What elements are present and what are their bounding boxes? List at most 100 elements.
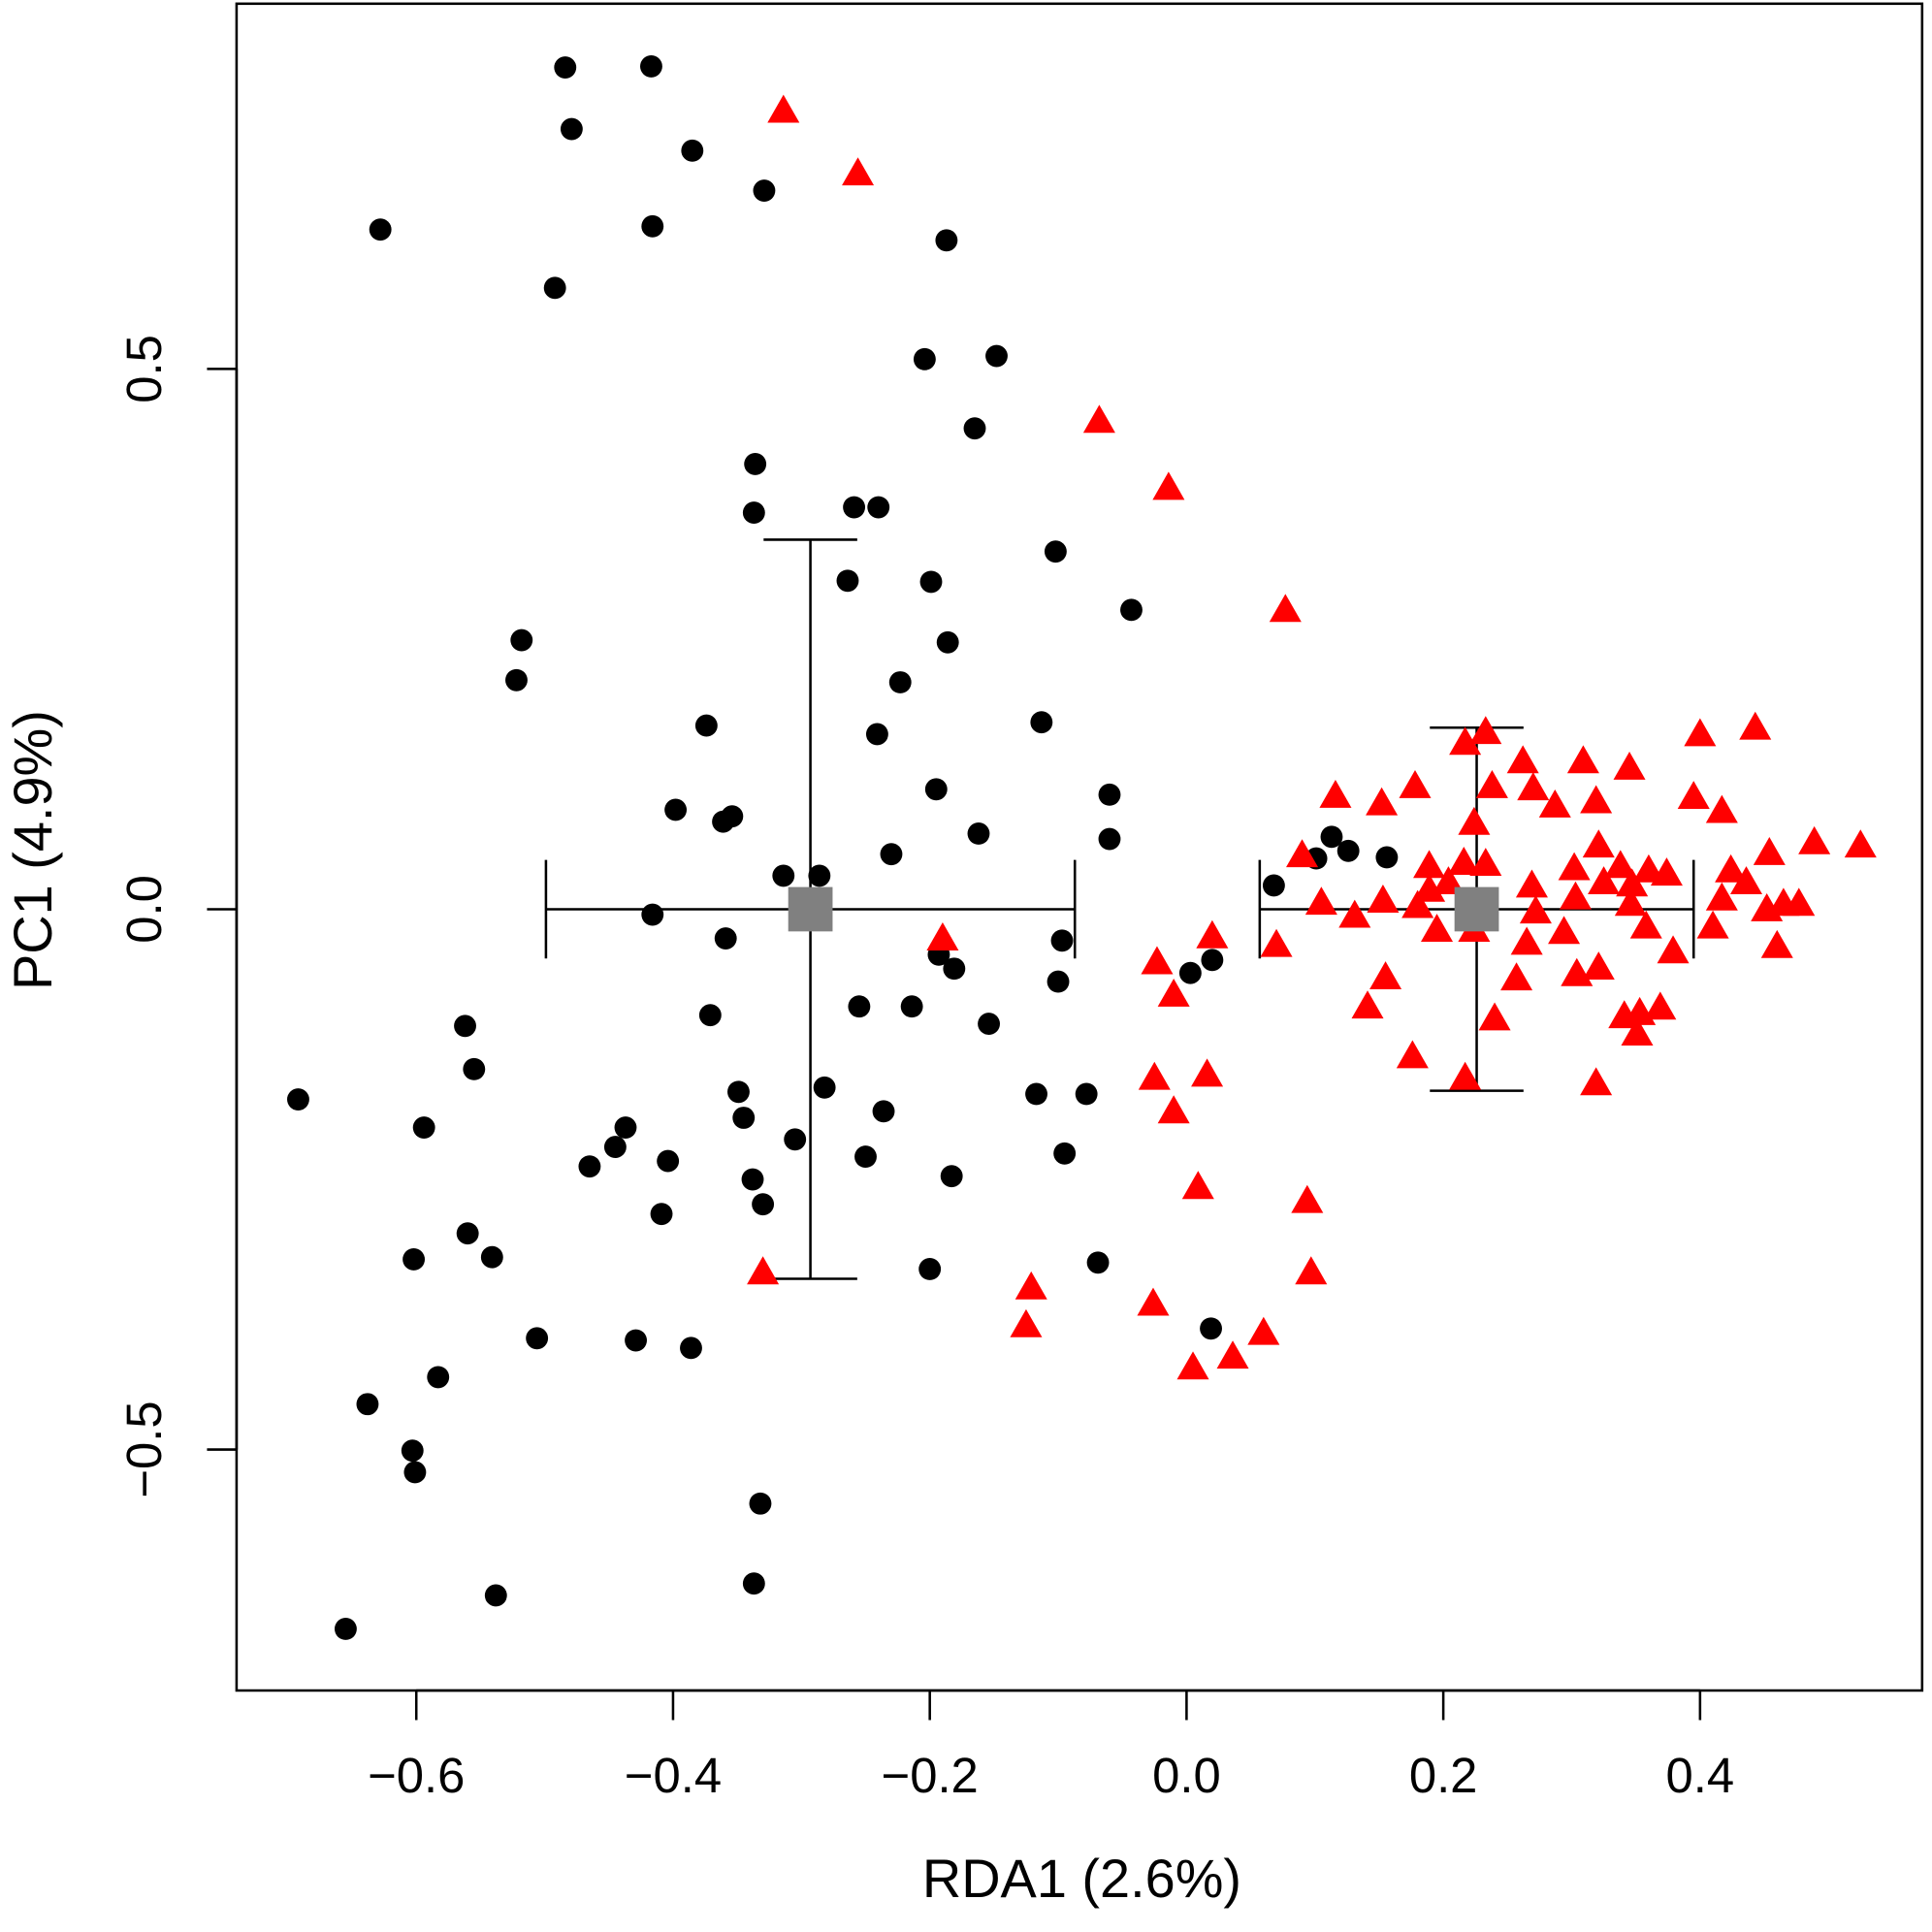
point: [943, 957, 966, 981]
point: [1269, 594, 1302, 623]
point: [741, 1168, 764, 1191]
point: [1753, 837, 1786, 865]
point: [714, 927, 737, 950]
point: [1458, 806, 1491, 835]
point: [1696, 910, 1729, 939]
point: [843, 496, 866, 519]
point: [732, 1107, 756, 1129]
point: [1157, 1095, 1190, 1124]
point: [505, 668, 528, 692]
point: [1548, 916, 1581, 945]
point: [1304, 886, 1337, 916]
point: [1157, 978, 1190, 1007]
point: [543, 276, 566, 300]
point: [1739, 711, 1772, 740]
point: [1715, 853, 1748, 883]
point: [1141, 946, 1174, 975]
point: [888, 671, 912, 693]
point: [1196, 919, 1229, 949]
point: [1291, 1184, 1324, 1213]
point: [681, 139, 704, 162]
point: [578, 1155, 601, 1178]
point: [456, 1222, 479, 1245]
point: [772, 864, 795, 887]
point: [334, 1618, 357, 1640]
point: [1783, 887, 1816, 917]
point: [1677, 781, 1710, 809]
point: [1614, 887, 1647, 917]
point: [526, 1327, 549, 1350]
point: [1319, 779, 1352, 808]
point: [1399, 769, 1432, 798]
point: [842, 157, 875, 186]
point: [1420, 914, 1454, 943]
x-tick-label: −0.2: [882, 1748, 979, 1803]
point: [1295, 1256, 1328, 1285]
point: [560, 117, 583, 141]
point: [1510, 926, 1543, 955]
point: [1559, 881, 1592, 910]
point: [657, 1149, 680, 1173]
point: [664, 798, 688, 821]
point: [1684, 718, 1717, 747]
point: [287, 1088, 309, 1111]
point: [1588, 866, 1621, 895]
point: [1178, 961, 1202, 984]
point: [1580, 785, 1613, 814]
point: [401, 1439, 424, 1463]
point: [454, 1014, 476, 1038]
point: [412, 1116, 435, 1139]
point: [744, 453, 767, 475]
point: [463, 1057, 486, 1080]
point: [480, 1245, 503, 1269]
point: [1086, 1251, 1110, 1274]
point: [1247, 1316, 1280, 1345]
point: [1120, 598, 1143, 622]
point: [1449, 1061, 1482, 1090]
point: [967, 822, 990, 845]
x-tick-label: 0.0: [1152, 1748, 1221, 1803]
point: [721, 805, 744, 828]
point: [1616, 868, 1649, 897]
point: [924, 778, 948, 801]
point: [1478, 1002, 1511, 1031]
point: [1566, 745, 1599, 774]
x-tick-label: 0.4: [1666, 1748, 1735, 1803]
point: [1413, 850, 1446, 879]
point: [1538, 789, 1571, 818]
point: [1519, 895, 1552, 924]
point: [1138, 1061, 1171, 1090]
point: [742, 1572, 765, 1595]
point: [936, 630, 959, 654]
point: [913, 347, 936, 370]
x-tick-label: −0.4: [625, 1748, 722, 1803]
point: [694, 714, 718, 737]
point: [1475, 769, 1508, 798]
y-tick-label: −0.5: [116, 1401, 172, 1497]
point: [918, 1258, 942, 1280]
point: [1191, 1058, 1224, 1087]
point: [1053, 1142, 1077, 1165]
point: [1098, 827, 1121, 851]
point: [940, 1165, 963, 1188]
point: [1469, 716, 1502, 745]
point: [727, 1080, 750, 1104]
point: [603, 1136, 627, 1159]
point: [1705, 882, 1738, 911]
point: [836, 569, 859, 593]
point: [867, 496, 890, 519]
point: [742, 501, 765, 525]
point: [767, 94, 800, 123]
point: [1286, 839, 1319, 868]
point: [402, 1248, 426, 1271]
point: [1375, 846, 1399, 869]
point: [641, 903, 664, 926]
point: [1320, 825, 1343, 849]
point: [1582, 829, 1615, 858]
point: [1500, 962, 1533, 991]
point: [872, 1100, 895, 1123]
point: [1515, 869, 1548, 898]
point: [1152, 471, 1185, 500]
point: [1447, 847, 1480, 875]
